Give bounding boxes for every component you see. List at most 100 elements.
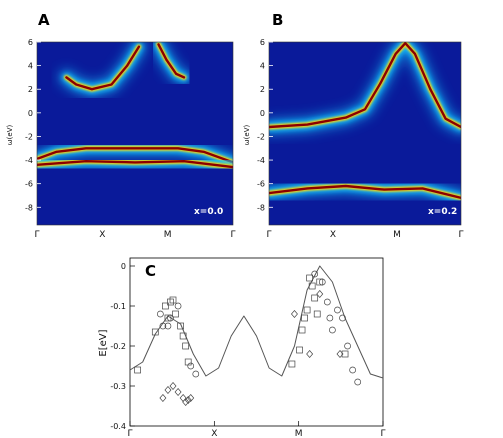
panel-c-square-marker bbox=[164, 314, 172, 322]
panel-c-diamond-marker bbox=[306, 349, 314, 359]
panel-c-ytick-label: -0.3 bbox=[110, 382, 126, 391]
panel-a: A x=0.0 ω(eV) 6 4 2 0 -2 -4 -6 -8 Γ X M Γ bbox=[6, 11, 236, 240]
panel-a-xtick-label: M bbox=[164, 230, 172, 240]
panel-a-ylabel: ω(eV) bbox=[6, 125, 14, 146]
panel-c-diamond-marker bbox=[336, 349, 344, 359]
panel-c-circle-marker bbox=[311, 270, 319, 278]
panel-c-label: C bbox=[145, 262, 156, 280]
panel-b-ytick-label: -6 bbox=[257, 180, 265, 189]
panel-c-marks bbox=[129, 265, 384, 407]
panel-c-circle-marker bbox=[174, 302, 182, 310]
panel-c-frame bbox=[129, 257, 384, 427]
panel-c-square-marker bbox=[182, 342, 190, 350]
panel-a-label: A bbox=[38, 11, 50, 29]
panel-b-ytick-label: 4 bbox=[260, 62, 265, 71]
panel-a-frame bbox=[36, 41, 234, 226]
panel-c-ylabel: E[eV] bbox=[98, 329, 109, 356]
panel-b-ytick-label: -8 bbox=[257, 203, 265, 212]
panel-a-yticks: 6 4 2 0 -2 -4 -6 -8 bbox=[25, 38, 41, 212]
panel-a-ytick-label: 0 bbox=[28, 109, 33, 118]
panel-c-diamond-marker bbox=[182, 397, 190, 407]
panel-c-series-line bbox=[129, 265, 384, 379]
panel-b-xtick-label: X bbox=[330, 230, 336, 240]
panel-c-circle-marker bbox=[334, 306, 341, 314]
panel-c-circle-marker bbox=[318, 278, 326, 286]
panel-b-band-0-layer-3 bbox=[269, 42, 461, 129]
panel-c-square-marker bbox=[169, 296, 177, 304]
panel-a-xtick-label: X bbox=[99, 230, 105, 240]
panel-c-square-marker bbox=[301, 314, 308, 322]
panel-a-band-3-layer-3 bbox=[37, 160, 233, 169]
panel-a-annotation: x=0.0 bbox=[194, 207, 223, 217]
panel-b-band-1-layer-3 bbox=[269, 184, 461, 199]
panel-b-ylabel: ω(eV) bbox=[243, 125, 251, 146]
panel-c-square-marker bbox=[303, 306, 311, 314]
panel-c-square-marker bbox=[316, 278, 324, 286]
panel-b-xtick-label: Γ bbox=[266, 230, 271, 240]
panel-c-square-marker bbox=[167, 298, 174, 306]
panel-a-ytick-label: -8 bbox=[25, 203, 33, 212]
panel-c-xtick-label: X bbox=[211, 429, 217, 438]
panel-c-xtick-label: Γ bbox=[380, 429, 385, 438]
panel-c-square-marker bbox=[298, 326, 306, 334]
panel-c-circle-marker bbox=[329, 326, 336, 334]
panel-c-diamond-marker bbox=[184, 395, 192, 405]
panel-c-circle-marker bbox=[339, 314, 346, 322]
panel-c-circle-marker bbox=[349, 366, 356, 374]
panel-a-ytick-label: 6 bbox=[28, 38, 33, 47]
panel-c-square-marker bbox=[296, 346, 303, 354]
panel-a-xtick-label: Γ bbox=[230, 230, 235, 240]
panel-c-circle-marker bbox=[157, 310, 164, 318]
panel-c-diamond-marker bbox=[164, 385, 172, 395]
panel-c-xtick-label: M bbox=[295, 429, 303, 438]
panel-c-diamond-marker bbox=[290, 309, 298, 319]
panel-c-square-marker bbox=[288, 360, 296, 368]
panel-b-label: B bbox=[272, 11, 283, 29]
panel-c-circle-marker bbox=[354, 378, 362, 386]
panel-c-xtick-label: Γ bbox=[127, 429, 132, 438]
panel-c-square-marker bbox=[134, 366, 141, 374]
panel-c-ytick-label: -0.1 bbox=[110, 302, 126, 311]
panel-c-circle-marker bbox=[164, 322, 172, 330]
panel-a-ytick-label: -6 bbox=[25, 180, 33, 189]
panel-b-annotation: x=0.2 bbox=[428, 207, 457, 217]
panel-c-ytick-label: -0.2 bbox=[110, 342, 126, 351]
panel-c-square-marker bbox=[172, 310, 179, 318]
panel-c-square-marker bbox=[184, 358, 192, 366]
panel-b-ytick-label: 2 bbox=[260, 85, 265, 94]
panel-c-ytick-label: -0.4 bbox=[110, 422, 126, 431]
panel-c-circle-marker bbox=[167, 314, 174, 322]
panel-b-xtick-label: Γ bbox=[458, 230, 463, 240]
panel-a-bands bbox=[37, 42, 233, 176]
panel-b-bands bbox=[269, 42, 461, 206]
panel-a-ytick-label: 4 bbox=[28, 62, 33, 71]
panel-a-ytick-label: 2 bbox=[28, 85, 33, 94]
panel-c-square-marker bbox=[313, 310, 321, 318]
panel-c-square-marker bbox=[179, 332, 187, 340]
panel-c-diamond-marker bbox=[159, 393, 167, 403]
panel-c-square-marker bbox=[311, 294, 319, 302]
panel-b: B x=0.2 ω(eV) 6 4 2 0 -2 -4 -6 -8 Γ X M Γ bbox=[243, 11, 464, 240]
panel-c-yticks: 0 -0.1 -0.2 -0.3 -0.4 bbox=[110, 262, 135, 431]
panel-a-band-0-layer-3 bbox=[65, 45, 141, 91]
panel-b-frame bbox=[268, 41, 462, 226]
panel-a-ytick-label: -2 bbox=[25, 132, 33, 141]
panel-b-ytick-label: -2 bbox=[257, 132, 265, 141]
panel-c-circle-marker bbox=[326, 314, 334, 322]
panel-a-band-2-layer-3 bbox=[37, 147, 233, 164]
panel-c-square-marker bbox=[151, 328, 159, 336]
panel-c-diamond-marker bbox=[316, 289, 324, 299]
panel-c-circle-marker bbox=[323, 298, 331, 306]
panel-b-yticks: 6 4 2 0 -2 -4 -6 -8 bbox=[257, 38, 273, 212]
panel-b-ytick-label: 0 bbox=[260, 109, 265, 118]
panel-c: C E[eV] 0 -0.1 -0.2 -0.3 -0.4 Γ X M Γ bbox=[98, 257, 386, 438]
panel-c-circle-marker bbox=[159, 322, 167, 330]
panel-a-ytick-label: -4 bbox=[25, 156, 33, 165]
panel-c-ytick-label: 0 bbox=[121, 262, 126, 271]
panel-c-square-marker bbox=[341, 350, 349, 358]
panel-b-ytick-label: 6 bbox=[260, 38, 265, 47]
